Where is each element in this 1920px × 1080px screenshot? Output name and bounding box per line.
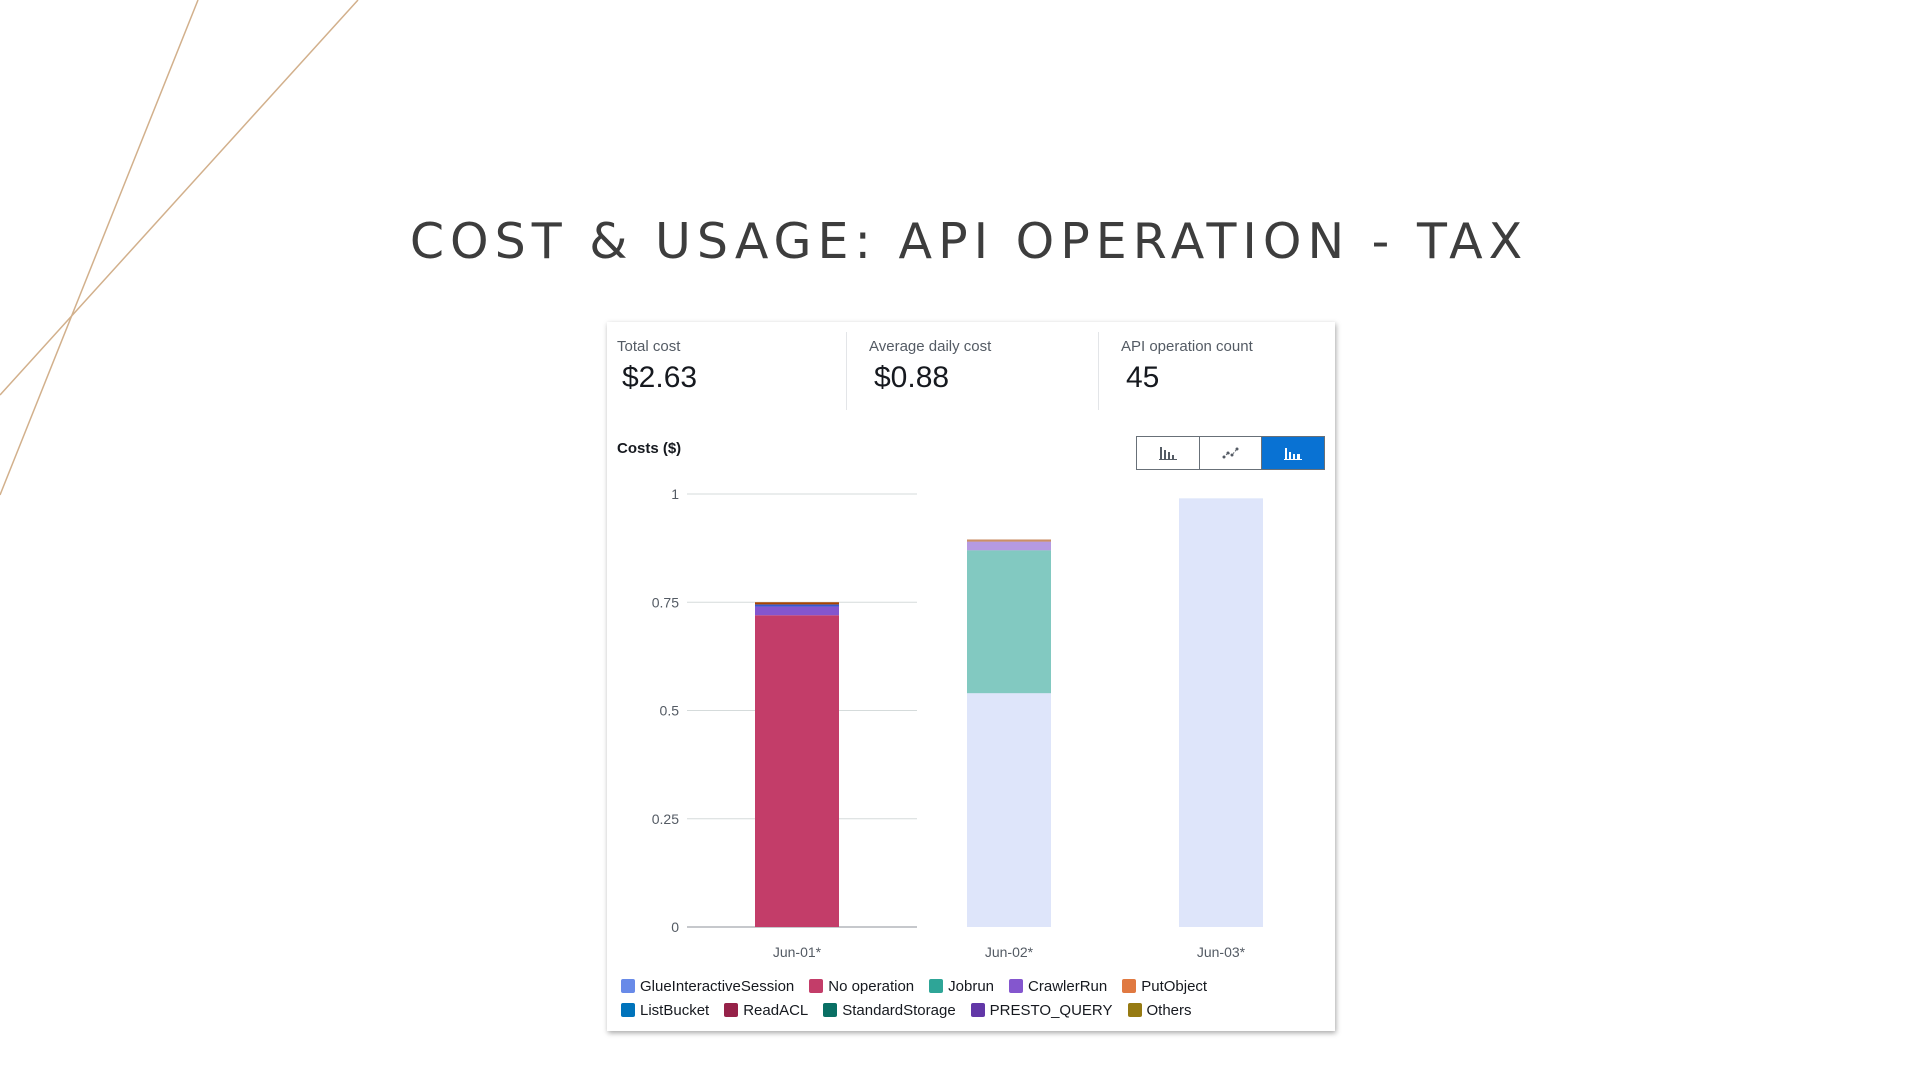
legend-label: Others [1146,1001,1192,1019]
y-axis-label: Costs ($) [617,440,682,457]
legend-swatch [1122,979,1137,993]
legend-item[interactable]: StandardStorage [823,1001,956,1019]
kpi-value: $2.63 [622,361,698,394]
stacked-bar-chart-icon [1284,448,1303,460]
legend-item[interactable]: ListBucket [621,1002,709,1019]
bar-chart-icon [1158,447,1177,460]
legend-row: ListBucket ReadACL StandardStorage PRESTO_Q… [621,998,1321,1022]
y-tick-label: 0 [671,919,679,935]
legend-item[interactable]: PRESTO_QUERY [970,1001,1113,1019]
legend-label: CrawlerRun [1028,977,1108,995]
legend-swatch [809,979,824,993]
cost-chart: 1 0.75 0.5 0.25 0 Jun-01* Jun-02* Jun-03* [652,486,1263,960]
kpi-value: $0.88 [874,361,950,394]
legend-item[interactable]: Others [1127,1001,1192,1019]
legend-item[interactable]: GlueInteractiveSession [621,978,794,995]
legend-swatch [823,1003,838,1017]
kpi-label: API operation count [1121,338,1253,355]
legend-row: GlueInteractiveSession No operation Jobrun… [621,974,1321,998]
kpi-average-daily-cost: Average daily cost $0.88 [869,338,991,404]
chart-legend: GlueInteractiveSession No operation Jobrun… [621,974,1321,1022]
legend-item[interactable]: ReadACL [724,1002,808,1019]
legend-label: PRESTO_QUERY [989,1001,1113,1019]
x-tick-label: Jun-02* [985,944,1034,960]
legend-label: Jobrun [948,977,995,995]
kpi-api-operation-count: API operation count 45 [1121,338,1253,404]
bar-segment [1179,498,1263,927]
bar-segment [755,604,839,607]
kpi-total-cost: Total cost $2.63 [617,338,697,404]
legend-item[interactable]: PutObject [1122,978,1207,995]
bar-segment [967,539,1051,542]
bar-segment [755,606,839,616]
cost-usage-widget: Total cost $2.63 Average daily cost $0.8… [607,322,1335,1031]
legend-label: PutObject [1141,977,1208,995]
legend-item[interactable]: No operation [809,978,914,995]
line-chart-icon [1222,447,1238,459]
y-tick-label: 0.75 [652,594,679,610]
bar-segment [755,602,839,605]
legend-label: No operation [828,977,915,995]
stacked-bar-chart-button[interactable] [1262,437,1325,469]
y-tick-label: 0.5 [660,703,680,719]
legend-label: ReadACL [743,1001,809,1019]
legend-swatch [621,1003,635,1017]
line-chart-button[interactable] [1199,437,1263,469]
legend-item[interactable]: CrawlerRun [1009,978,1107,995]
chart-type-toggle [1136,436,1325,470]
bar-segment [967,541,1051,551]
kpi-value: 45 [1126,361,1160,394]
y-tick-label: 1 [671,486,679,502]
legend-swatch [929,979,944,993]
kpi-label: Total cost [617,338,681,355]
legend-swatch [970,1003,985,1017]
kpi-divider [846,332,847,410]
bar-chart-button[interactable] [1137,437,1200,469]
y-tick-label: 0.25 [652,811,679,827]
kpi-label: Average daily cost [869,338,992,355]
decorative-line-2 [0,0,359,396]
legend-swatch [1009,979,1024,993]
legend-label: StandardStorage [842,1001,956,1019]
slide-title: COST & USAGE: API OPERATION - TAX [409,213,1529,270]
x-tick-label: Jun-01* [773,944,822,960]
legend-swatch [621,979,635,993]
bar-segment [755,615,839,927]
bar-segment [967,550,1051,694]
legend-item[interactable]: Jobrun [929,978,994,995]
legend-swatch [1127,1003,1142,1017]
legend-label: ListBucket [640,1001,710,1019]
legend-label: GlueInteractiveSession [640,977,795,995]
bar-segment [967,693,1051,927]
kpi-divider [1098,332,1099,410]
x-tick-label: Jun-03* [1197,944,1246,960]
legend-swatch [724,1003,739,1017]
